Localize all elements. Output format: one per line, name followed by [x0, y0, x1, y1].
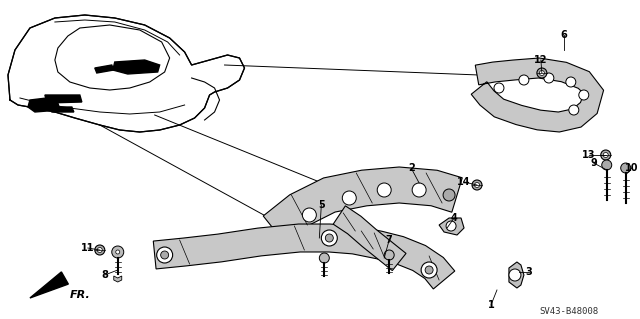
Polygon shape — [50, 107, 74, 112]
Polygon shape — [471, 58, 604, 132]
Circle shape — [321, 230, 337, 246]
Polygon shape — [8, 15, 244, 132]
Text: 2: 2 — [408, 163, 415, 173]
Circle shape — [544, 73, 554, 83]
Text: 5: 5 — [318, 200, 324, 210]
Circle shape — [112, 246, 124, 258]
Circle shape — [319, 253, 330, 263]
Circle shape — [472, 180, 482, 190]
Circle shape — [116, 250, 120, 254]
Circle shape — [446, 221, 456, 231]
Polygon shape — [439, 218, 464, 235]
Text: 9: 9 — [590, 158, 597, 168]
Polygon shape — [154, 224, 455, 289]
Circle shape — [579, 90, 589, 100]
Text: 14: 14 — [458, 177, 471, 187]
Circle shape — [494, 83, 504, 93]
Circle shape — [412, 183, 426, 197]
Circle shape — [604, 152, 608, 158]
Circle shape — [95, 245, 105, 255]
Text: 4: 4 — [451, 213, 458, 223]
Circle shape — [621, 163, 630, 173]
Circle shape — [566, 77, 576, 87]
Circle shape — [302, 208, 316, 222]
Text: 10: 10 — [625, 163, 639, 173]
Text: 13: 13 — [582, 150, 596, 160]
Circle shape — [474, 182, 479, 188]
Circle shape — [540, 70, 545, 76]
Text: 1: 1 — [488, 300, 494, 310]
Circle shape — [509, 269, 521, 281]
Circle shape — [161, 251, 169, 259]
Circle shape — [537, 68, 547, 78]
Text: 3: 3 — [525, 267, 532, 277]
Text: FR.: FR. — [70, 290, 91, 300]
Polygon shape — [114, 276, 122, 282]
Polygon shape — [333, 206, 406, 271]
Circle shape — [425, 266, 433, 274]
Polygon shape — [113, 60, 159, 74]
Circle shape — [421, 262, 437, 278]
Circle shape — [601, 150, 611, 160]
Circle shape — [602, 160, 612, 170]
Text: SV43-B48008: SV43-B48008 — [540, 308, 598, 316]
Polygon shape — [95, 65, 114, 73]
Circle shape — [384, 250, 394, 260]
Circle shape — [443, 189, 455, 201]
Circle shape — [97, 248, 102, 253]
Circle shape — [377, 183, 391, 197]
Circle shape — [569, 105, 579, 115]
Text: 12: 12 — [534, 55, 548, 65]
Text: 6: 6 — [561, 30, 567, 40]
Polygon shape — [263, 167, 462, 244]
Text: 8: 8 — [101, 270, 108, 280]
Polygon shape — [30, 272, 68, 298]
Text: 11: 11 — [81, 243, 95, 253]
Polygon shape — [55, 25, 170, 90]
Circle shape — [519, 75, 529, 85]
Polygon shape — [45, 95, 82, 103]
Circle shape — [157, 247, 173, 263]
Circle shape — [342, 191, 356, 205]
Polygon shape — [509, 262, 524, 288]
Circle shape — [325, 234, 333, 242]
Polygon shape — [28, 97, 60, 112]
Text: 7: 7 — [386, 235, 392, 245]
